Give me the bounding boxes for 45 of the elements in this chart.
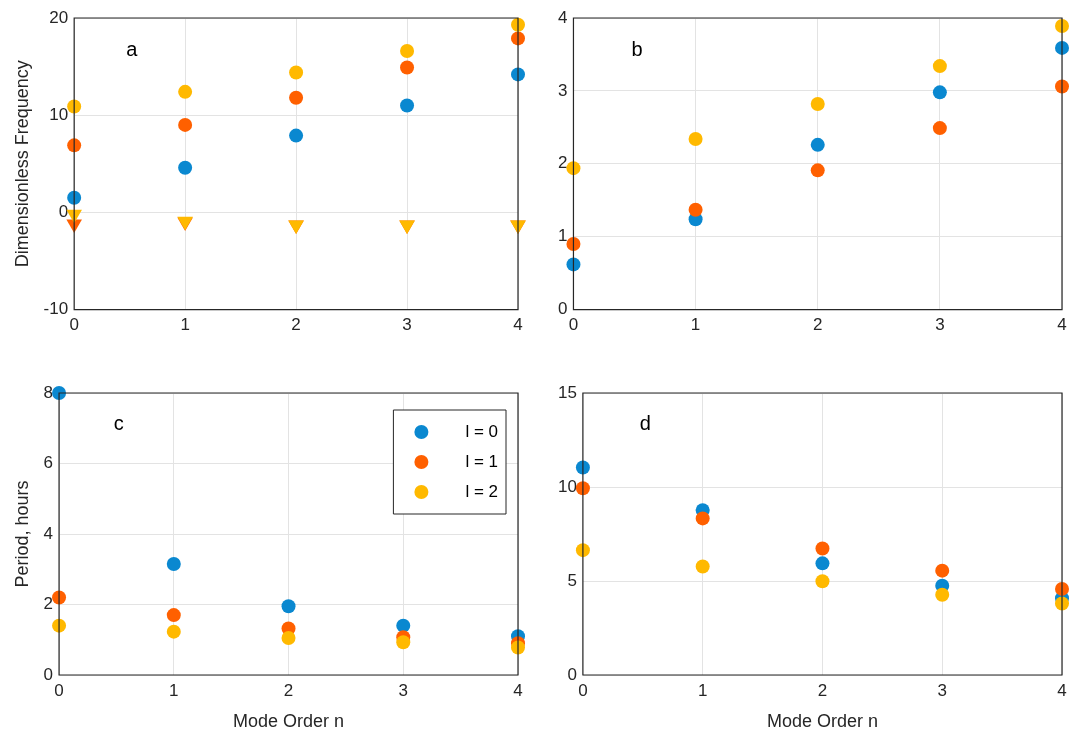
x-tick-label: 1 (690, 315, 701, 335)
y-tick-label: 10 (557, 476, 577, 496)
x-tick-label: 2 (812, 315, 823, 335)
y-axis-title: Dimensionless Frequency (11, 60, 32, 268)
y-tick-label: 5 (567, 570, 577, 590)
y-tick-label: 0 (58, 202, 69, 222)
y-axis-title: Period, hours (11, 480, 32, 588)
x-tick-label: 3 (937, 680, 947, 700)
x-tick-label: 1 (169, 680, 179, 700)
annotation: d (639, 411, 651, 434)
x-tick-label: 2 (283, 680, 294, 700)
legend-label: l = 2 (465, 481, 498, 501)
x-tick-label: 4 (513, 315, 523, 335)
annotation: a (126, 37, 139, 60)
x-tick-label: 1 (697, 680, 708, 700)
y-tick-label: 3 (557, 80, 568, 100)
y-tick-label: 15 (557, 382, 577, 402)
annotation: c (113, 411, 124, 434)
x-tick-label: 3 (398, 680, 408, 700)
y-tick-label: 10 (49, 104, 69, 124)
x-axis-title: Mode Order n (233, 711, 345, 732)
y-tick-label: 8 (43, 382, 54, 402)
y-tick-label: 0 (557, 299, 568, 319)
x-tick-label: 4 (1057, 680, 1067, 700)
x-tick-label: 4 (1057, 315, 1067, 335)
y-tick-label: 4 (43, 523, 54, 543)
x-tick-label: 1 (180, 315, 190, 335)
x-tick-label: 2 (817, 680, 828, 700)
y-tick-label: 4 (557, 7, 568, 27)
y-tick-label: 6 (43, 453, 54, 473)
annotation: b (631, 37, 643, 60)
y-tick-label: 0 (43, 664, 54, 684)
y-tick-label: 0 (567, 664, 577, 684)
y-tick-label: 1 (557, 226, 568, 246)
y-tick-label: 2 (43, 594, 54, 614)
x-tick-label: 4 (513, 680, 523, 700)
legend-label: l = 0 (465, 421, 498, 441)
x-tick-label: 2 (291, 315, 301, 335)
x-tick-label: 3 (935, 315, 945, 335)
y-tick-label: 2 (557, 153, 568, 173)
y-tick-label: -10 (43, 299, 69, 319)
x-axis-title: Mode Order n (766, 711, 878, 732)
legend-label: l = 1 (465, 451, 498, 471)
x-tick-label: 3 (402, 315, 412, 335)
y-tick-label: 20 (49, 7, 69, 27)
